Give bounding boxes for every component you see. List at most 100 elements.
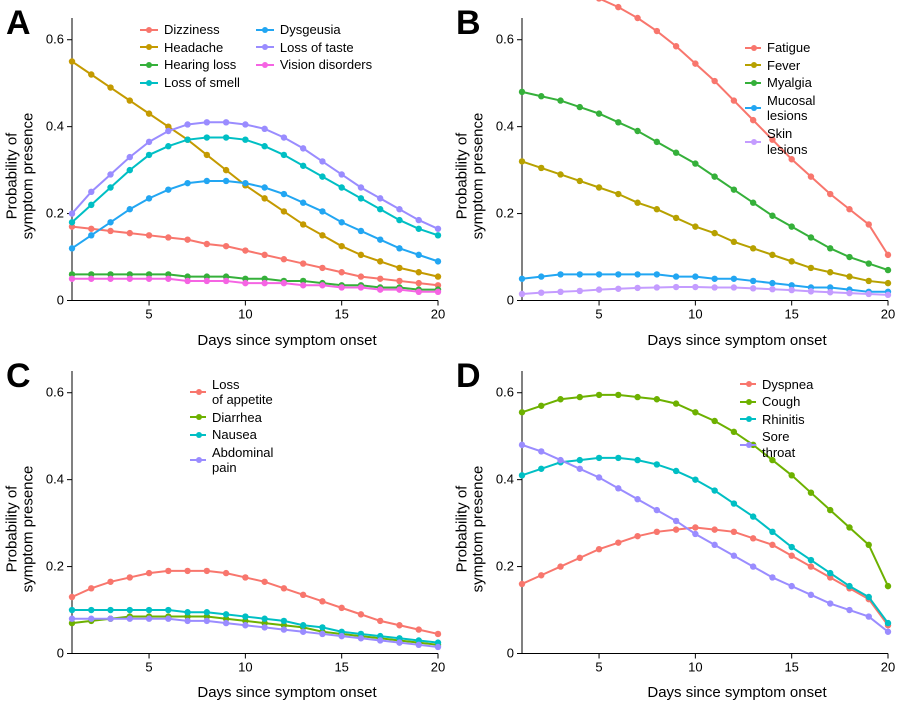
- svg-text:0.4: 0.4: [496, 471, 514, 486]
- legend-item: Dyspnea: [740, 377, 813, 393]
- svg-text:0.4: 0.4: [496, 119, 514, 134]
- legend: Dizziness Dysgeusia Headache Loss of taste H…: [140, 22, 372, 92]
- legend-swatch: [190, 391, 206, 393]
- svg-text:5: 5: [595, 659, 602, 674]
- legend-label: Dysgeusia: [280, 22, 341, 38]
- legend-swatch: [745, 82, 761, 84]
- legend-item: Vision disorders: [256, 57, 372, 73]
- legend-label: Loss of smell: [164, 75, 240, 91]
- svg-text:10: 10: [688, 659, 702, 674]
- legend-label: Loss of taste: [280, 40, 354, 56]
- panel-b: B Probability ofsymptom presence Days sinc…: [450, 0, 900, 353]
- legend-label: Headache: [164, 40, 223, 56]
- legend-swatch: [140, 46, 158, 48]
- svg-text:15: 15: [334, 307, 348, 322]
- legend-label: Diarrhea: [212, 410, 262, 426]
- chart-svg: 00.20.40.65101520: [450, 353, 900, 705]
- legend-item: Myalgia: [745, 75, 815, 91]
- x-axis-label: Days since symptom onset: [450, 332, 900, 349]
- svg-text:0: 0: [507, 293, 514, 308]
- legend-item: Nausea: [190, 427, 273, 443]
- legend-swatch: [140, 29, 158, 31]
- panel-a: AProbability ofsymptom presenceDays sinc…: [0, 0, 450, 353]
- legend-swatch: [256, 64, 274, 66]
- legend-label: Nausea: [212, 427, 257, 443]
- legend-item: Fever: [745, 58, 815, 74]
- legend-item: Fatigue: [745, 40, 815, 56]
- legend-label: Hearing loss: [164, 57, 236, 73]
- legend-swatch: [140, 64, 158, 66]
- chart-grid: A Probability ofsymptom presence Days sinc…: [0, 0, 900, 705]
- legend: Fatigue FeverMyalgia MucosallesionsSkinles…: [745, 40, 815, 159]
- svg-text:0.6: 0.6: [496, 32, 514, 47]
- svg-text:10: 10: [238, 659, 252, 674]
- legend-swatch: [740, 418, 756, 420]
- svg-text:0.6: 0.6: [46, 384, 64, 399]
- svg-text:0.6: 0.6: [46, 32, 64, 47]
- legend-label: Skinlesions: [767, 126, 807, 157]
- legend-item: Skinlesions: [745, 126, 815, 157]
- legend-label: Lossof appetite: [212, 377, 273, 408]
- y-axis-label: Probability ofsymptom presence: [454, 76, 486, 276]
- legend-item: Loss of smell: [140, 75, 240, 91]
- legend-item: Sorethroat: [740, 429, 813, 460]
- panel-label: B: [456, 4, 481, 43]
- svg-text:0.4: 0.4: [46, 471, 64, 486]
- legend-swatch: [745, 141, 761, 143]
- legend-swatch: [256, 46, 274, 48]
- chart-svg: 00.20.40.65101520: [450, 0, 900, 353]
- legend-label: Vision disorders: [280, 57, 372, 73]
- svg-text:20: 20: [431, 307, 445, 322]
- legend-swatch: [140, 82, 158, 84]
- x-axis-label: Days since symptom onset: [0, 332, 512, 349]
- legend-item: Hearing loss: [140, 57, 240, 73]
- legend-label: Abdominalpain: [212, 445, 273, 476]
- svg-text:10: 10: [238, 307, 252, 322]
- svg-text:15: 15: [334, 659, 348, 674]
- svg-text:0.2: 0.2: [46, 558, 64, 573]
- legend-swatch: [190, 434, 206, 436]
- panel-label: A: [6, 4, 31, 43]
- panel-label: D: [456, 357, 481, 396]
- legend-swatch: [740, 401, 756, 403]
- legend-item: Rhinitis: [740, 412, 813, 428]
- panel-label: C: [6, 357, 31, 396]
- legend: Lossof appetite DiarrheaNausea Abdominalpa…: [190, 377, 273, 479]
- y-axis-label: Probability ofsymptom presence: [4, 429, 36, 629]
- legend-item: Abdominalpain: [190, 445, 273, 476]
- x-axis-label: Days since symptom onset: [450, 684, 900, 701]
- legend-swatch: [256, 29, 274, 31]
- svg-text:0.2: 0.2: [46, 206, 64, 221]
- legend-swatch: [745, 107, 761, 109]
- legend-label: Sorethroat: [762, 429, 795, 460]
- legend: DyspneaCough RhinitisSorethroat: [740, 377, 813, 463]
- legend-swatch: [190, 459, 206, 461]
- legend-swatch: [745, 64, 761, 66]
- x-axis-label: Days since symptom onset: [0, 684, 512, 701]
- svg-text:0.4: 0.4: [46, 119, 64, 134]
- svg-text:0: 0: [507, 645, 514, 660]
- legend-label: Cough: [762, 394, 800, 410]
- legend-item: Dysgeusia: [256, 22, 372, 38]
- legend-swatch: [740, 444, 756, 446]
- svg-text:20: 20: [431, 659, 445, 674]
- legend-item: Loss of taste: [256, 40, 372, 56]
- svg-text:10: 10: [688, 307, 702, 322]
- svg-text:15: 15: [784, 659, 798, 674]
- legend-item: Cough: [740, 394, 813, 410]
- svg-text:0: 0: [57, 645, 64, 660]
- svg-text:0.2: 0.2: [496, 206, 514, 221]
- panel-d: DProbability ofsymptom presenceDays sinc…: [450, 353, 900, 705]
- svg-text:20: 20: [881, 659, 895, 674]
- legend-item: Diarrhea: [190, 410, 273, 426]
- svg-text:0.2: 0.2: [496, 558, 514, 573]
- svg-text:15: 15: [784, 307, 798, 322]
- svg-text:20: 20: [881, 307, 895, 322]
- legend-label: Myalgia: [767, 75, 812, 91]
- legend-label: Mucosallesions: [767, 93, 815, 124]
- legend-swatch: [740, 383, 756, 385]
- legend-swatch: [745, 47, 761, 49]
- legend-label: Dyspnea: [762, 377, 813, 393]
- legend-label: Fatigue: [767, 40, 810, 56]
- legend-item: Dizziness: [140, 22, 240, 38]
